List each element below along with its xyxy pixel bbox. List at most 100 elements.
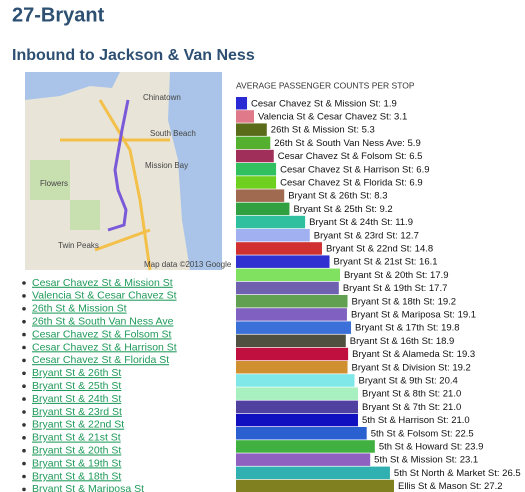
value-label: 5th St & Howard St: 23.9 (379, 441, 484, 452)
bar (236, 123, 267, 136)
bar (236, 347, 349, 361)
value-label: Bryant St & 19th St: 17.7 (343, 283, 448, 294)
map-label: Map data ©2013 Google (144, 260, 232, 269)
value-label: Bryant St & 22nd St: 14.8 (326, 243, 433, 254)
bullet (22, 410, 26, 414)
map-water (25, 72, 120, 100)
bar (236, 215, 306, 229)
bar (236, 136, 271, 150)
bar (236, 149, 274, 163)
stop-link[interactable]: 26th St & South Van Ness Ave (32, 315, 174, 327)
value-label: Bryant St & Alameda St: 19.3 (352, 349, 475, 360)
value-label: Cesar Chavez St & Harrison St: 6.9 (280, 164, 429, 175)
bullet (22, 474, 26, 479)
bar (236, 97, 248, 110)
stop-link[interactable]: Cesar Chavez St & Harrison St (32, 341, 177, 353)
bar (236, 281, 339, 295)
stop-link[interactable]: Bryant St & 26th St (32, 367, 121, 379)
bullet (22, 332, 26, 337)
stop-link[interactable]: 26th St & Mission St (32, 303, 127, 315)
bullet (22, 448, 26, 453)
map-label: Twin Peaks (58, 241, 99, 250)
bar (236, 202, 290, 216)
bullet (22, 461, 26, 466)
stop-link[interactable]: Cesar Chavez St & Folsom St (32, 328, 172, 340)
stop-link[interactable]: Valencia St & Cesar Chavez St (32, 290, 177, 302)
chart-title: AVERAGE PASSENGER COUNTS PER STOP (236, 80, 415, 90)
chart: Cesar Chavez St & Mission St: 1.9 Valenci… (236, 97, 521, 492)
bullet (22, 319, 26, 324)
bullet (22, 436, 26, 440)
map-label: Mission Bay (145, 161, 188, 170)
stop-link[interactable]: Bryant St & 22nd St (32, 419, 124, 431)
bar (236, 321, 352, 334)
value-label: 5th St & Mission St: 23.1 (374, 455, 478, 466)
bar (236, 334, 346, 348)
bar (236, 176, 277, 189)
bullet (22, 294, 26, 298)
bullet (22, 371, 26, 376)
value-label: Cesar Chavez St & Mission St: 1.9 (251, 98, 397, 109)
bar (236, 427, 367, 440)
value-label: 5th St & Folsom St: 22.5 (371, 428, 474, 439)
bullet (22, 281, 26, 285)
bar (236, 295, 348, 308)
bar (236, 400, 358, 414)
value-label: Bryant St & 20th St: 17.9 (344, 270, 449, 281)
stop-link[interactable]: Bryant St & 21st St (32, 432, 121, 444)
bar (236, 479, 394, 492)
value-label: Bryant St & 17th St: 19.8 (355, 323, 460, 334)
bar (236, 189, 285, 202)
map-water (168, 72, 222, 270)
value-label: Bryant St & 16th St: 18.9 (350, 336, 455, 347)
value-label: Cesar Chavez St & Florida St: 6.9 (280, 177, 423, 188)
value-label: Bryant St & 25th St: 9.2 (293, 204, 392, 215)
stop-link[interactable]: Cesar Chavez St & Mission St (32, 277, 173, 289)
stop-link[interactable]: Bryant St & Mariposa St (32, 483, 144, 492)
stop-link[interactable]: Cesar Chavez St & Florida St (32, 354, 169, 366)
bullet (22, 307, 26, 311)
stop-link[interactable]: Bryant St & 24th St (32, 393, 121, 405)
bar (236, 242, 322, 255)
bar (236, 229, 310, 242)
stop-link[interactable]: Bryant St & 23rd St (32, 406, 122, 418)
map-route (107, 99, 130, 232)
bar (236, 361, 348, 374)
map-road (60, 99, 170, 271)
bar (236, 268, 340, 282)
value-label: Bryant St & 24th St: 11.9 (309, 217, 413, 228)
bar (236, 308, 347, 321)
bar (236, 466, 390, 480)
bar (236, 163, 277, 176)
map[interactable]: Chinatown South Beach Mission Bay Flower… (25, 72, 232, 271)
value-label: Bryant St & 8th St: 21.0 (362, 389, 461, 400)
bar (236, 387, 358, 400)
value-label: Cesar Chavez St & Folsom St: 6.5 (278, 151, 423, 162)
value-label: Bryant St & 23rd St: 12.7 (314, 230, 419, 241)
map-label: Chinatown (143, 93, 181, 102)
map-label: South Beach (150, 129, 196, 138)
value-label: 5th St & Harrison St: 21.0 (362, 415, 470, 426)
map-park (70, 200, 100, 230)
value-label: Bryant St & Division St: 19.2 (352, 362, 471, 373)
bar (236, 110, 255, 123)
stop-link[interactable]: Bryant St & 18th St (32, 470, 121, 482)
bar (236, 374, 355, 387)
stop-link[interactable]: Bryant St & 25th St (32, 380, 121, 392)
value-label: 26th St & Mission St: 5.3 (271, 125, 375, 136)
bullet (22, 423, 26, 427)
bullet (22, 487, 26, 492)
bullet (22, 397, 26, 401)
bullet (22, 345, 26, 350)
stop-link[interactable]: Bryant St & 20th St (32, 444, 121, 456)
bar (236, 413, 358, 427)
page-title: 27-Bryant (12, 4, 105, 26)
value-label: Bryant St & 26th St: 8.3 (288, 191, 387, 202)
bar (236, 440, 375, 453)
stop-link[interactable]: Bryant St & 19th St (32, 457, 121, 469)
map-label: Flowers (40, 179, 68, 188)
bar (236, 255, 330, 268)
